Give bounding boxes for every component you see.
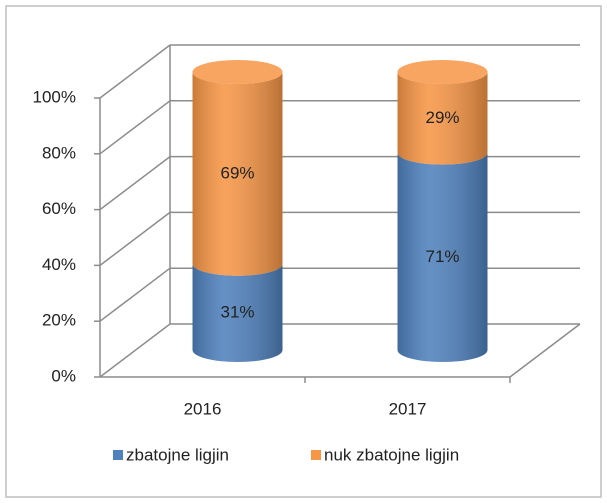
legend-swatch [113,450,123,460]
legend-label: nuk zbatojne ligjin [324,445,459,464]
y-tick-label: 40% [42,255,76,274]
y-tick-label: 80% [42,143,76,162]
cylinder-top-shade [397,60,488,84]
grid-line [99,267,171,322]
y-tick-label: 100% [33,87,76,106]
grid-line [99,100,171,155]
data-label: 69% [220,163,254,182]
cylinder-top [192,60,283,84]
legend-label: zbatojne ligjin [126,445,229,464]
cylinder-top [397,60,488,84]
grid-line [99,44,171,99]
cylinder-shade [397,72,488,165]
grid-line [99,323,171,378]
grid-line [99,156,171,211]
cylinder-shade [192,72,283,276]
y-tick-label: 0% [51,366,76,385]
legend-swatch [311,450,321,460]
cylinder-shade [397,152,488,362]
data-label: 31% [220,302,254,321]
grid-line [99,211,171,266]
x-tick-label: 2017 [389,399,427,418]
data-label: 71% [425,247,459,266]
data-label: 29% [425,108,459,127]
y-tick-label: 60% [42,199,76,218]
cylinder-shade [192,263,283,362]
y-tick-label: 20% [42,311,76,330]
chart-border [5,5,602,498]
x-tick-label: 2016 [184,399,222,418]
cylinder-top-shade [192,60,283,84]
axis-line [509,323,581,378]
